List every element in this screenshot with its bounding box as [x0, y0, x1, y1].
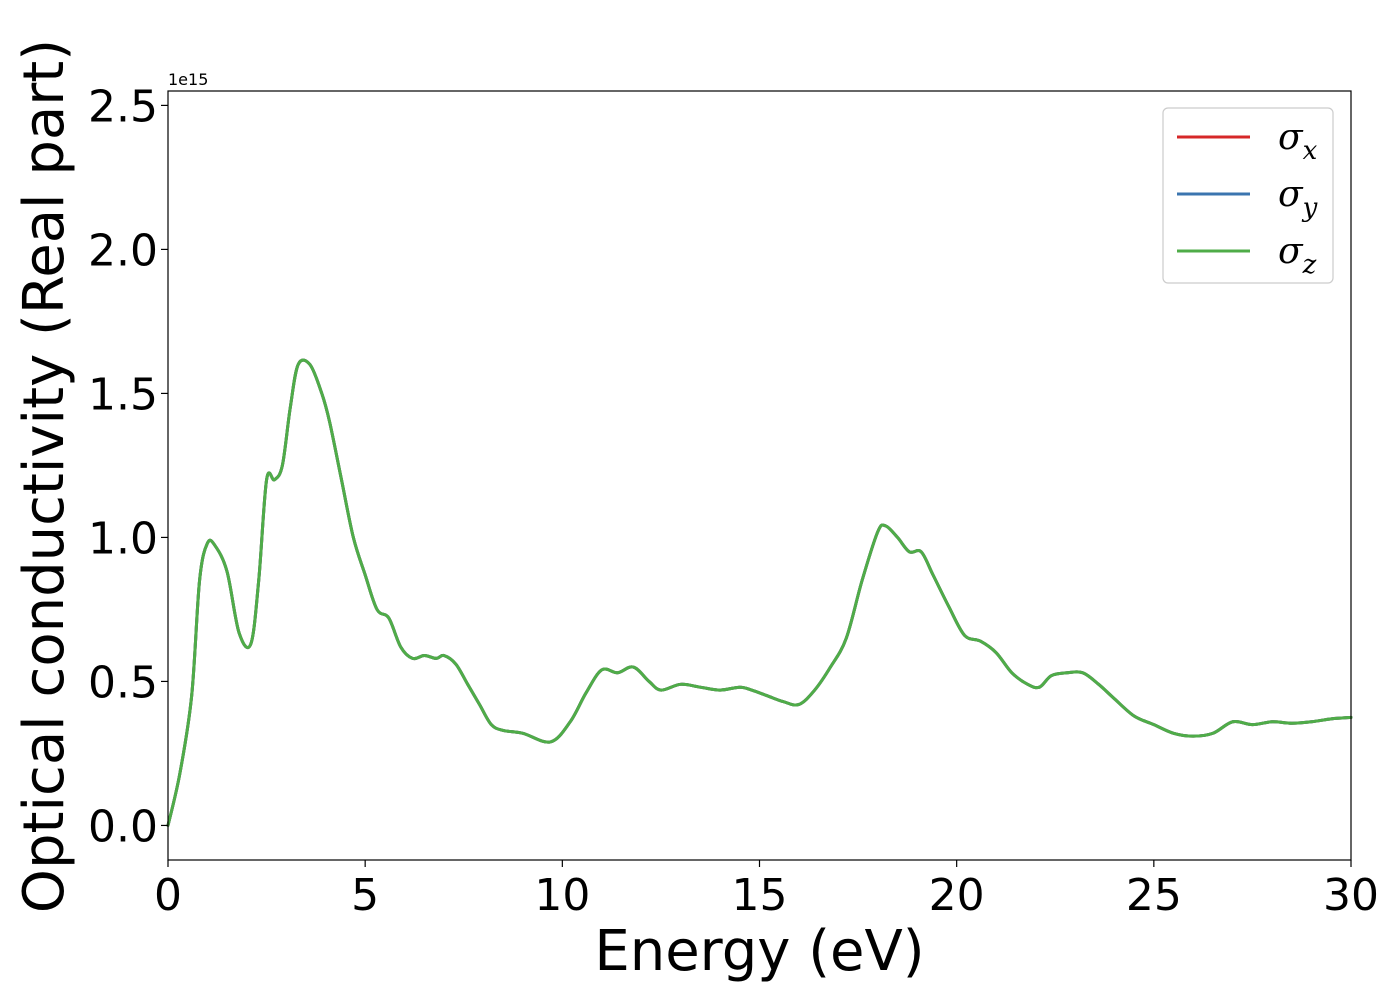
x-tick-label: 20 — [929, 870, 985, 921]
y-tick-label: 0.0 — [88, 801, 158, 852]
y-tick-label: 1.5 — [88, 369, 158, 420]
x-axis-label: Energy (eV) — [594, 919, 924, 984]
plot-lines — [166, 358, 1353, 827]
y-offset-label: 1e15 — [168, 70, 208, 89]
y-axis-label: Optical conductivity (Real part) — [12, 39, 77, 913]
x-tick-label: 0 — [154, 870, 182, 921]
y-axis-ticks: 0.0 0.5 1.0 1.5 2.0 2.5 — [88, 81, 168, 852]
x-tick-label: 10 — [534, 870, 590, 921]
x-axis-ticks: 0 5 10 15 20 25 30 — [154, 860, 1379, 921]
y-tick-label: 1.0 — [88, 513, 158, 564]
x-tick-label: 30 — [1323, 870, 1379, 921]
y-tick-label: 0.5 — [88, 657, 158, 708]
x-tick-label: 25 — [1126, 870, 1182, 921]
series-line-z — [166, 358, 1353, 827]
x-tick-label: 15 — [732, 870, 788, 921]
y-tick-label: 2.0 — [88, 225, 158, 276]
y-tick-label: 2.5 — [88, 81, 158, 132]
x-tick-label: 5 — [351, 870, 379, 921]
